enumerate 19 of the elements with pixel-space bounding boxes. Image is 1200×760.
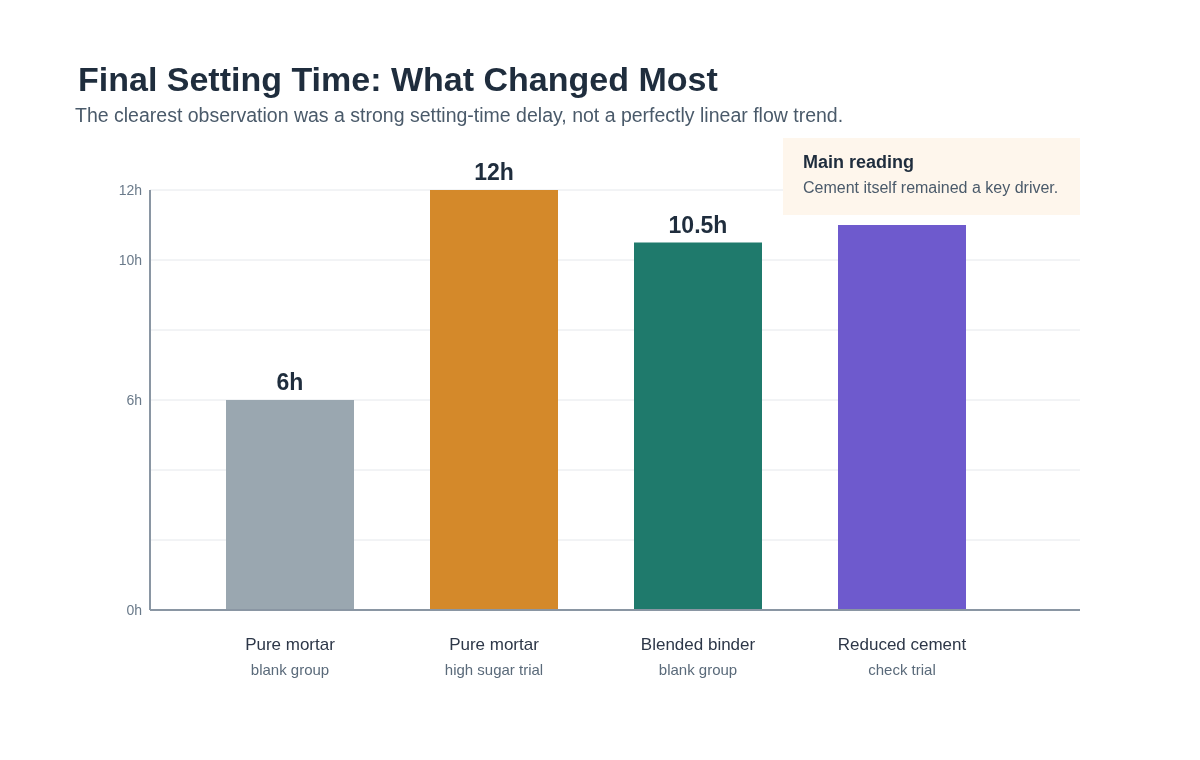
bar bbox=[430, 190, 558, 610]
data-label: 10.5h bbox=[668, 211, 728, 238]
chart-subtitle: The clearest observation was a strong setting-time delay, not a perfectly linear flow trend. bbox=[75, 104, 844, 127]
x-tick-label: Pure mortar blank group bbox=[245, 635, 336, 678]
x-tick-label: Reduced cement check trial bbox=[837, 635, 967, 678]
data-label: 6h bbox=[276, 369, 304, 395]
bar bbox=[838, 225, 966, 610]
data-label: 12h bbox=[474, 159, 514, 185]
bar bbox=[226, 400, 354, 610]
y-tick-label: 6h bbox=[126, 391, 142, 408]
x-tick-label: Pure mortar high sugar trial bbox=[444, 635, 544, 678]
bar bbox=[634, 242, 762, 610]
annotation: Cement itself remained a key driver. bbox=[803, 179, 1060, 197]
x-tick-label: Blended binder blank group bbox=[640, 635, 756, 678]
text: Main reading bbox=[803, 152, 915, 173]
y-tick-label: 10h bbox=[118, 251, 142, 268]
y-tick-label: 0h bbox=[126, 601, 142, 618]
chart-title: Final Setting Time: What Changed Most bbox=[78, 60, 718, 99]
y-tick-label: 12h bbox=[118, 181, 142, 198]
